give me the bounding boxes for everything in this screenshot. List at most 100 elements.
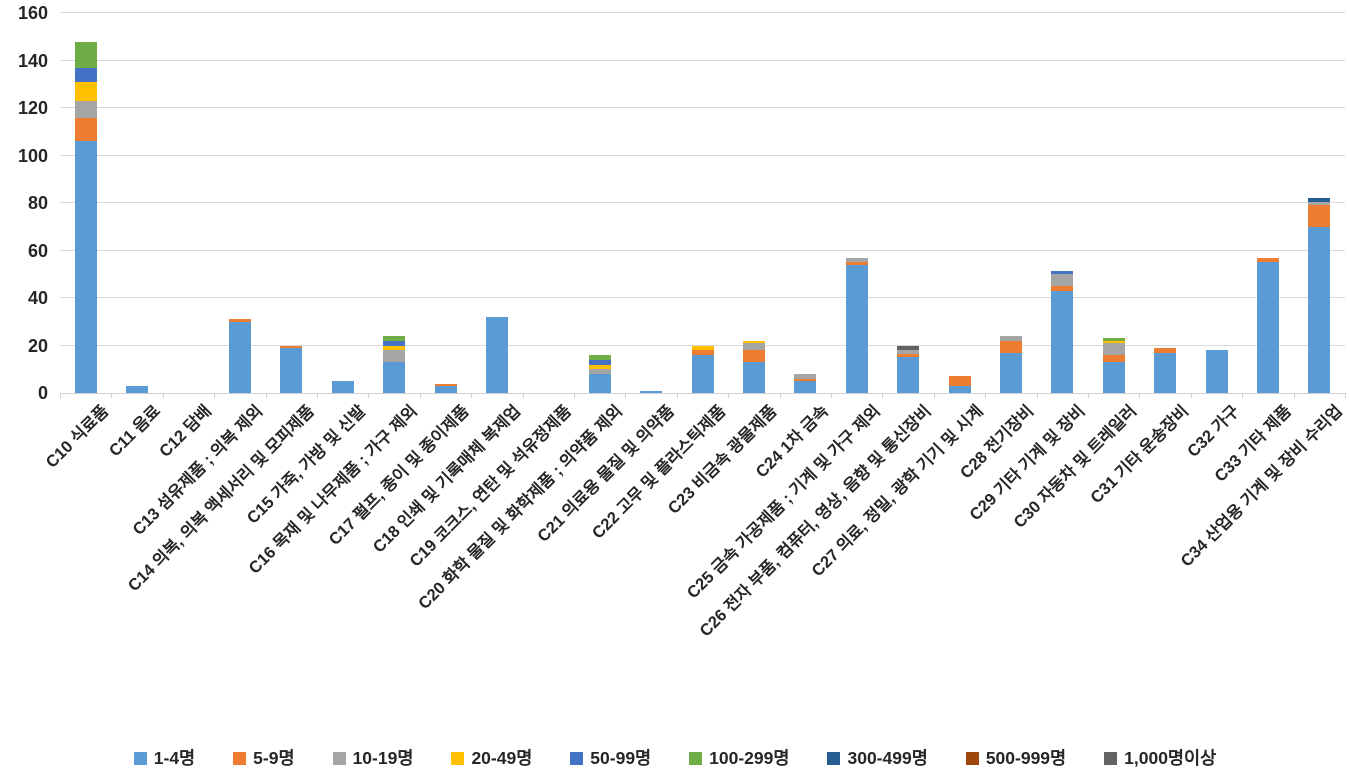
bar-segment [74, 41, 97, 68]
x-axis-tick [1345, 393, 1346, 398]
gridline [60, 154, 1345, 156]
x-axis-tick [985, 393, 986, 398]
legend-item: 100-299명 [689, 748, 789, 768]
gridline [60, 107, 1345, 108]
legend-swatch [965, 751, 979, 765]
bar-segment [74, 141, 97, 393]
x-axis-tick [420, 393, 421, 398]
x-axis-tick [471, 393, 472, 398]
x-axis-tick [111, 393, 112, 398]
gridline [60, 202, 1345, 203]
bar-segment [691, 350, 714, 355]
legend-swatch [827, 751, 841, 765]
legend-swatch [570, 751, 584, 765]
bar-segment [1154, 352, 1177, 393]
bar-segment [1051, 290, 1074, 393]
x-axis-tick [1242, 393, 1243, 398]
x-axis-label: C10 식료품 [42, 402, 113, 472]
bar-segment [1205, 350, 1228, 393]
legend-label: 50-99명 [590, 748, 652, 768]
bar-segment [1308, 205, 1331, 227]
legend-swatch [332, 751, 346, 765]
bar-segment [691, 345, 714, 351]
x-axis-label: C31 기타 운송장비 [1086, 402, 1192, 508]
bar-segment [485, 317, 508, 393]
legend-label: 20-49명 [471, 748, 533, 768]
bar-segment [1102, 340, 1125, 344]
x-axis-label: C25 금속 가공제품 ; 기계 및 가구 제외 [683, 402, 884, 603]
bar-segment [1154, 347, 1177, 353]
y-axis-tick-label: 100 [17, 145, 48, 166]
bar-segment [897, 350, 920, 354]
legend-label: 5-9명 [253, 748, 295, 768]
x-axis-tick [266, 393, 267, 398]
bar-segment [1102, 355, 1125, 363]
x-axis-label: C14 의복, 의복 액세서리 및 모피제품 [124, 402, 319, 596]
bar-segment [794, 374, 817, 379]
bar-segment [588, 359, 611, 365]
bar-segment [691, 355, 714, 393]
x-axis-tick [317, 393, 318, 398]
bar-segment [1308, 226, 1331, 393]
bar-segment [1308, 201, 1331, 206]
bar-segment [999, 340, 1022, 353]
gridline [60, 12, 1345, 13]
legend-item: 1-4명 [133, 748, 195, 768]
bar-segment [948, 385, 971, 393]
y-axis-tick-label: 80 [27, 193, 48, 213]
bar-segment [742, 343, 765, 351]
x-axis-tick [1037, 393, 1038, 398]
legend-item: 10-19명 [332, 748, 414, 768]
y-axis-tick-label: 20 [27, 335, 48, 356]
legend: 1-4명 5-9명 10-19명 20-49명 50-99명 100-299명 300-49… [0, 742, 1350, 774]
legend-item: 1,000명이상 [1104, 748, 1216, 768]
bar-segment [845, 264, 868, 393]
bar-segment [999, 352, 1022, 393]
plot-area [60, 12, 1346, 398]
x-axis-tick [1139, 393, 1140, 398]
bar-segment [126, 385, 149, 393]
bar-segment [845, 262, 868, 265]
x-axis-tick [1294, 393, 1295, 398]
bar-segment [280, 345, 303, 348]
bar-segment [845, 257, 868, 263]
legend-swatch [133, 751, 147, 765]
x-axis-line [60, 393, 1345, 394]
y-axis-tick-label: 0 [37, 383, 48, 403]
x-axis-tick [368, 393, 369, 398]
bar-segment [383, 336, 406, 341]
legend-item: 20-49명 [451, 748, 532, 768]
x-axis-tick [214, 393, 215, 398]
bar-segment [588, 364, 611, 370]
gridline [60, 249, 1345, 251]
x-axis-tick [60, 393, 61, 398]
bar-segment [794, 378, 817, 382]
bar-segment [74, 67, 97, 82]
legend-label: 1,000명이상 [1124, 748, 1217, 768]
bar-segment [74, 81, 97, 101]
bar-segment [434, 383, 457, 386]
gridline [60, 344, 1345, 346]
x-axis-tick [625, 393, 626, 398]
legend-label: 10-19명 [352, 748, 414, 768]
legend-item: 5-9명 [233, 748, 295, 768]
x-axis-tick [780, 393, 781, 398]
bar-segment [228, 321, 251, 393]
legend-label: 300-499명 [847, 748, 928, 768]
bar-segment [1051, 270, 1074, 275]
bar-segment [742, 362, 765, 393]
bar-segment [897, 357, 920, 393]
bar-segment [948, 376, 971, 386]
x-axis-tick [523, 393, 524, 398]
x-axis-tick [1088, 393, 1089, 398]
gridline [60, 59, 1345, 61]
legend-swatch [689, 751, 703, 765]
bar-segment [588, 374, 611, 393]
bar-segment [1102, 362, 1125, 393]
bar-segment [74, 100, 97, 118]
bar-segment [383, 345, 406, 351]
legend-swatch [233, 751, 247, 765]
bar-segment [434, 385, 457, 393]
bar-segment [383, 340, 406, 346]
